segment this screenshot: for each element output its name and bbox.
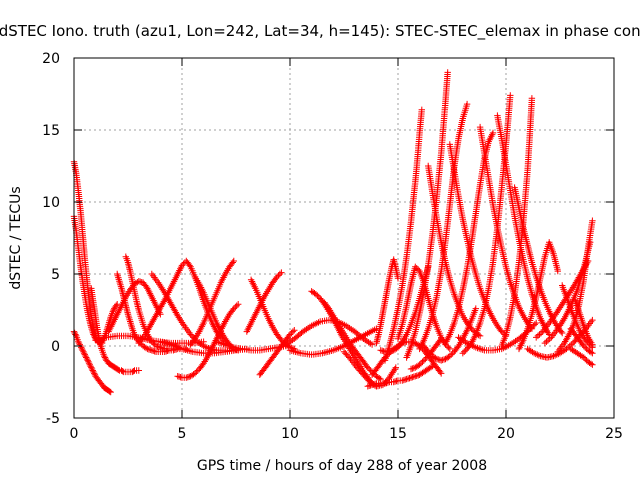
- y-axis: -5 0 5 10 15 20: [42, 51, 614, 427]
- series-3: [88, 285, 142, 376]
- series-35: [446, 141, 510, 340]
- series-18-markers: [282, 316, 376, 348]
- y-tick-label: -5: [46, 411, 60, 427]
- series-23-markers: [364, 363, 436, 390]
- series-8: [135, 257, 229, 347]
- series-29: [403, 69, 451, 361]
- series-3-markers: [88, 285, 142, 376]
- series-48: [567, 325, 596, 357]
- y-tick-label: 0: [51, 339, 60, 355]
- series-42: [515, 239, 561, 353]
- grid-lines: [74, 58, 614, 418]
- series-7: [105, 278, 164, 335]
- series-49: [571, 296, 596, 348]
- series-35-markers: [446, 141, 510, 340]
- series-37: [459, 92, 514, 357]
- series-37-markers: [459, 92, 514, 357]
- series-23: [364, 363, 436, 390]
- series-32-markers: [420, 305, 479, 364]
- series-50: [567, 345, 596, 368]
- series-31-markers: [416, 100, 471, 353]
- series-17-markers: [256, 327, 298, 378]
- chart-title: dSTEC Iono. truth (azu1, Lon=242, Lat=34…: [0, 22, 640, 41]
- y-tick-label: 20: [42, 51, 60, 67]
- x-axis-label: GPS time / hours of day 288 of year 2008: [197, 458, 487, 474]
- y-axis-label: dSTEC / TECUs: [8, 186, 24, 289]
- y-tick-label: 10: [42, 195, 60, 211]
- series-18: [282, 316, 376, 348]
- series-8-markers: [135, 257, 229, 347]
- series-49-markers: [571, 296, 596, 348]
- x-tick-label: 15: [389, 426, 407, 442]
- series-17: [256, 327, 298, 378]
- series-16: [247, 276, 298, 353]
- series-7-markers: [105, 278, 164, 335]
- x-tick-label: 10: [281, 426, 299, 442]
- series-42-markers: [515, 239, 561, 353]
- series-27-markers: [381, 106, 425, 364]
- y-tick-label: 5: [51, 267, 60, 283]
- x-tick-label: 25: [605, 426, 623, 442]
- series-25-markers: [373, 256, 402, 347]
- series-40: [498, 95, 536, 350]
- x-tick-label: 0: [70, 426, 79, 442]
- series-32: [420, 305, 479, 364]
- series-25: [373, 256, 402, 347]
- series-48-markers: [567, 325, 596, 357]
- x-tick-label: 20: [497, 426, 515, 442]
- y-tick-label: 15: [42, 123, 60, 139]
- x-tick-label: 5: [178, 426, 187, 442]
- data-points: [70, 69, 596, 396]
- plot-frame: [73, 57, 615, 419]
- x-axis: 0 5 10 15 20 25: [70, 58, 623, 442]
- series-50-markers: [567, 345, 596, 368]
- series-31: [416, 100, 471, 353]
- series-16-markers: [247, 276, 298, 353]
- series-29-markers: [403, 69, 451, 361]
- series-27: [381, 106, 425, 364]
- series-40-markers: [498, 95, 536, 350]
